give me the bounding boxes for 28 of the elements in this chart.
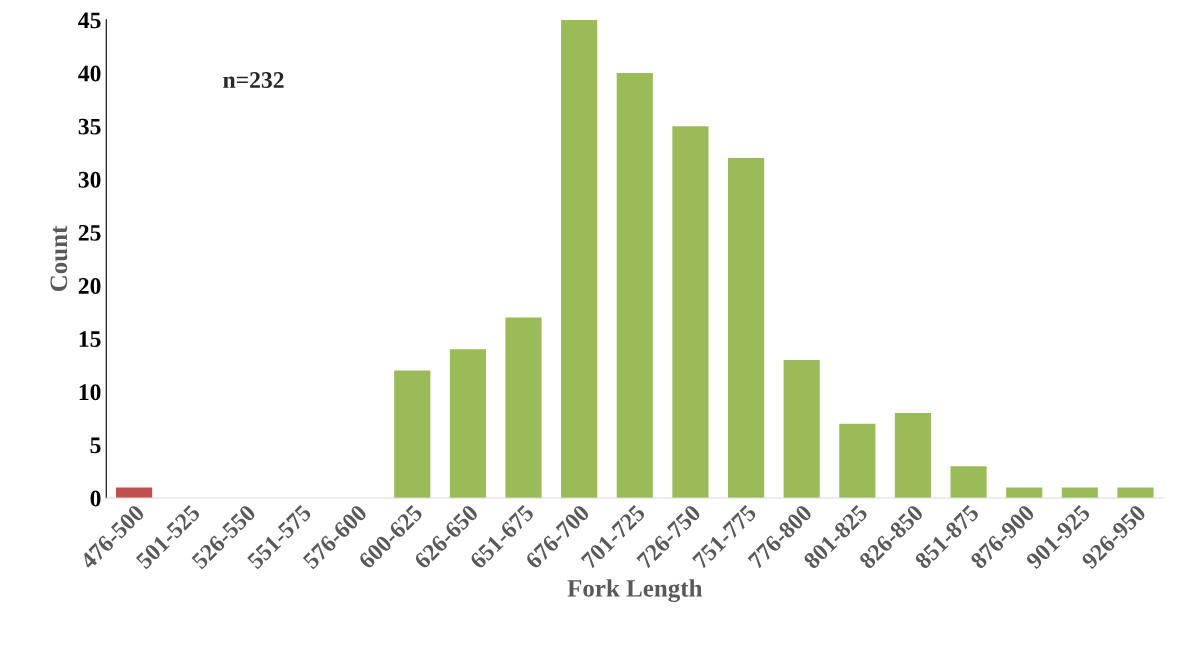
bar <box>449 349 486 498</box>
bar <box>116 487 153 498</box>
bar <box>561 19 598 498</box>
y-tick-label: 20 <box>78 278 101 294</box>
bar <box>950 466 987 498</box>
y-tick-label: 35 <box>78 118 101 135</box>
bar <box>839 423 876 498</box>
bar <box>783 359 820 498</box>
bar <box>1117 487 1154 498</box>
x-axis-title: Fork Length <box>567 579 703 603</box>
bar <box>616 73 653 498</box>
bar <box>394 370 431 498</box>
y-tick-label: 45 <box>78 12 101 29</box>
bar <box>727 158 765 498</box>
bar <box>894 413 932 498</box>
y-axis-title: Count <box>50 225 68 292</box>
y-tick-label: 10 <box>79 384 101 401</box>
y-tick-label: 30 <box>78 171 101 188</box>
y-tick-label: 40 <box>78 65 101 82</box>
annotation: n=232 <box>223 72 284 88</box>
y-tick-label: 15 <box>79 331 101 348</box>
bar <box>672 126 709 498</box>
bar <box>1006 487 1043 498</box>
y-tick-label: 0 <box>90 490 101 507</box>
y-tick-label: 25 <box>78 224 101 241</box>
y-tick-label: 5 <box>90 437 101 454</box>
bar <box>1061 487 1098 498</box>
bar <box>505 317 542 498</box>
